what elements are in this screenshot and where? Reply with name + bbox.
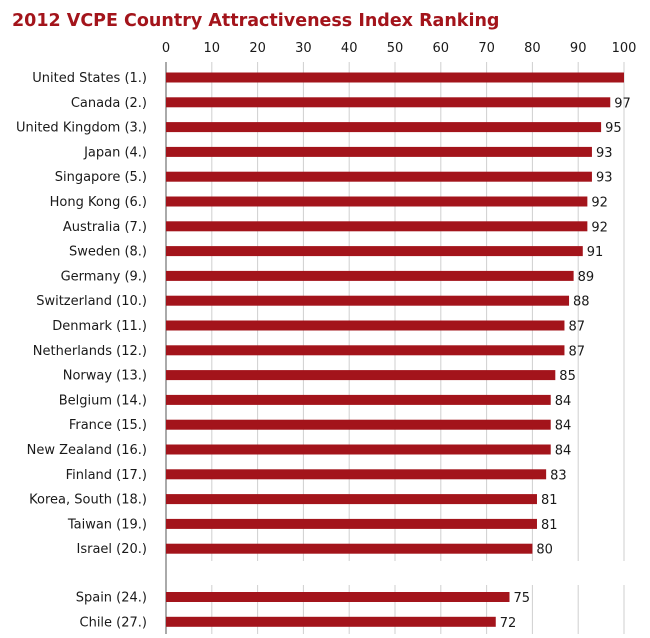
data-label: 72 (500, 616, 517, 631)
data-label: 85 (559, 369, 576, 384)
category-label: United States (1.) (32, 71, 147, 86)
bar (166, 518, 537, 529)
category-label: Australia (7.) (63, 220, 147, 235)
data-label: 75 (514, 591, 531, 606)
bar (166, 444, 551, 455)
x-tick-label: 30 (295, 41, 312, 56)
data-label: 84 (555, 394, 572, 409)
category-label: United Kingdom (3.) (16, 121, 147, 136)
data-label: 84 (555, 444, 572, 459)
bar (166, 171, 592, 182)
category-labels: United States (1.) Canada (2.) United King… (16, 71, 147, 630)
bar (166, 494, 537, 505)
bar (166, 469, 547, 480)
bar (166, 97, 611, 108)
x-tick-label: 0 (162, 41, 170, 56)
x-tick-label: 10 (204, 41, 221, 56)
bar (166, 345, 565, 356)
bar (166, 543, 533, 554)
x-tick-label: 40 (341, 41, 358, 56)
category-label: Norway (13.) (63, 369, 147, 384)
bar (166, 246, 583, 257)
x-tick-label: 100 (612, 41, 637, 56)
data-label: 92 (591, 196, 608, 211)
bar (166, 270, 574, 281)
bar (166, 196, 588, 207)
bars (166, 72, 624, 627)
separator-band (167, 561, 633, 585)
data-label: 88 (573, 295, 590, 310)
category-label: Hong Kong (6.) (50, 195, 147, 210)
category-label: Chile (27.) (80, 615, 148, 630)
x-tick-label: 20 (249, 41, 266, 56)
category-label: New Zealand (16.) (27, 443, 147, 458)
bar (166, 592, 510, 602)
data-label: 97 (614, 96, 631, 111)
data-label: 81 (541, 493, 558, 508)
data-label: 95 (605, 121, 622, 136)
data-label: 83 (550, 468, 567, 483)
category-label: Spain (24.) (76, 591, 147, 606)
bar (166, 419, 551, 430)
chart-title: 2012 VCPE Country Attractiveness Index R… (12, 11, 499, 31)
group-separator (167, 561, 633, 585)
bar (166, 146, 592, 157)
category-label: Israel (20.) (77, 542, 147, 557)
data-label: 92 (591, 220, 608, 235)
data-label: 89 (578, 270, 595, 285)
x-tick-label: 80 (524, 41, 541, 56)
category-label: Taiwan (19.) (67, 517, 147, 532)
category-label: Netherlands (12.) (33, 344, 147, 359)
x-tick-label: 70 (478, 41, 495, 56)
bar (166, 394, 551, 405)
data-label: 91 (587, 245, 604, 260)
x-tick-label: 90 (570, 41, 587, 56)
category-label: France (15.) (69, 418, 147, 433)
data-label: 87 (568, 320, 585, 335)
category-label: Belgium (14.) (59, 393, 147, 408)
bar (166, 295, 570, 306)
data-label: 87 (568, 344, 585, 359)
x-tick-label: 50 (387, 41, 404, 56)
x-tick-label: 60 (433, 41, 450, 56)
bar (166, 122, 602, 133)
data-label: 81 (541, 518, 558, 533)
data-label: 93 (596, 146, 613, 161)
bar (166, 320, 565, 331)
category-label: Korea, South (18.) (29, 493, 147, 508)
bar (166, 221, 588, 232)
bar (166, 72, 624, 83)
category-label: Germany (9.) (61, 269, 147, 284)
category-label: Sweden (8.) (69, 245, 147, 260)
category-label: Switzerland (10.) (36, 294, 147, 309)
data-label: 80 (536, 543, 553, 558)
category-label: Finland (17.) (66, 468, 147, 483)
category-label: Denmark (11.) (52, 319, 147, 334)
x-axis-ticks: 0 10 20 30 40 50 60 70 80 90 100 (162, 41, 637, 56)
category-label: Canada (2.) (71, 96, 147, 111)
category-label: Japan (4.) (83, 145, 147, 160)
bar (166, 370, 556, 381)
bar (166, 616, 496, 627)
value-labels: 97 95 93 93 92 92 91 89 88 87 87 85 84 84 84 83 81 81 80 75… (500, 96, 631, 631)
category-label: Singapore (5.) (55, 170, 147, 185)
data-label: 93 (596, 171, 613, 186)
data-label: 84 (555, 419, 572, 434)
